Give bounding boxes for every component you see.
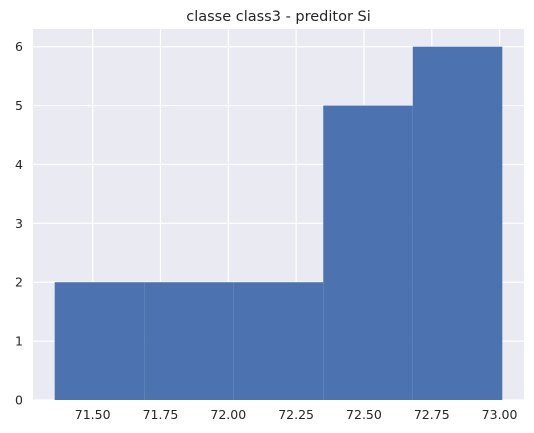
histogram-bar-3: [233, 282, 324, 400]
y-tick-label: 4: [15, 157, 23, 172]
x-tick-label: 72.00: [210, 407, 246, 422]
y-tick-label: 6: [15, 39, 23, 54]
histogram-bar-5: [412, 46, 503, 401]
chart-title: classe class3 - preditor Si: [186, 9, 371, 25]
x-tick-label: 72.75: [414, 407, 450, 422]
histogram-bar-4: [323, 105, 413, 401]
histogram-bar-2: [144, 282, 234, 400]
x-axis-ticks: 71.50 71.75 72.00 72.25 72.50 72.75 73.00: [75, 407, 518, 422]
y-axis-ticks: 0 1 2 3 4 5 6: [15, 39, 23, 407]
x-tick-label: 72.25: [278, 407, 314, 422]
x-tick-label: 73.00: [482, 407, 518, 422]
y-tick-label: 0: [15, 393, 23, 408]
y-tick-label: 5: [15, 98, 23, 113]
x-tick-label: 71.50: [75, 407, 111, 422]
histogram-bars: [54, 46, 503, 401]
x-tick-label: 71.75: [143, 407, 179, 422]
y-tick-label: 3: [15, 216, 23, 231]
x-tick-label: 72.50: [346, 407, 382, 422]
y-tick-label: 2: [15, 275, 23, 290]
y-tick-label: 1: [15, 334, 23, 349]
histogram-bar-1: [54, 282, 145, 400]
